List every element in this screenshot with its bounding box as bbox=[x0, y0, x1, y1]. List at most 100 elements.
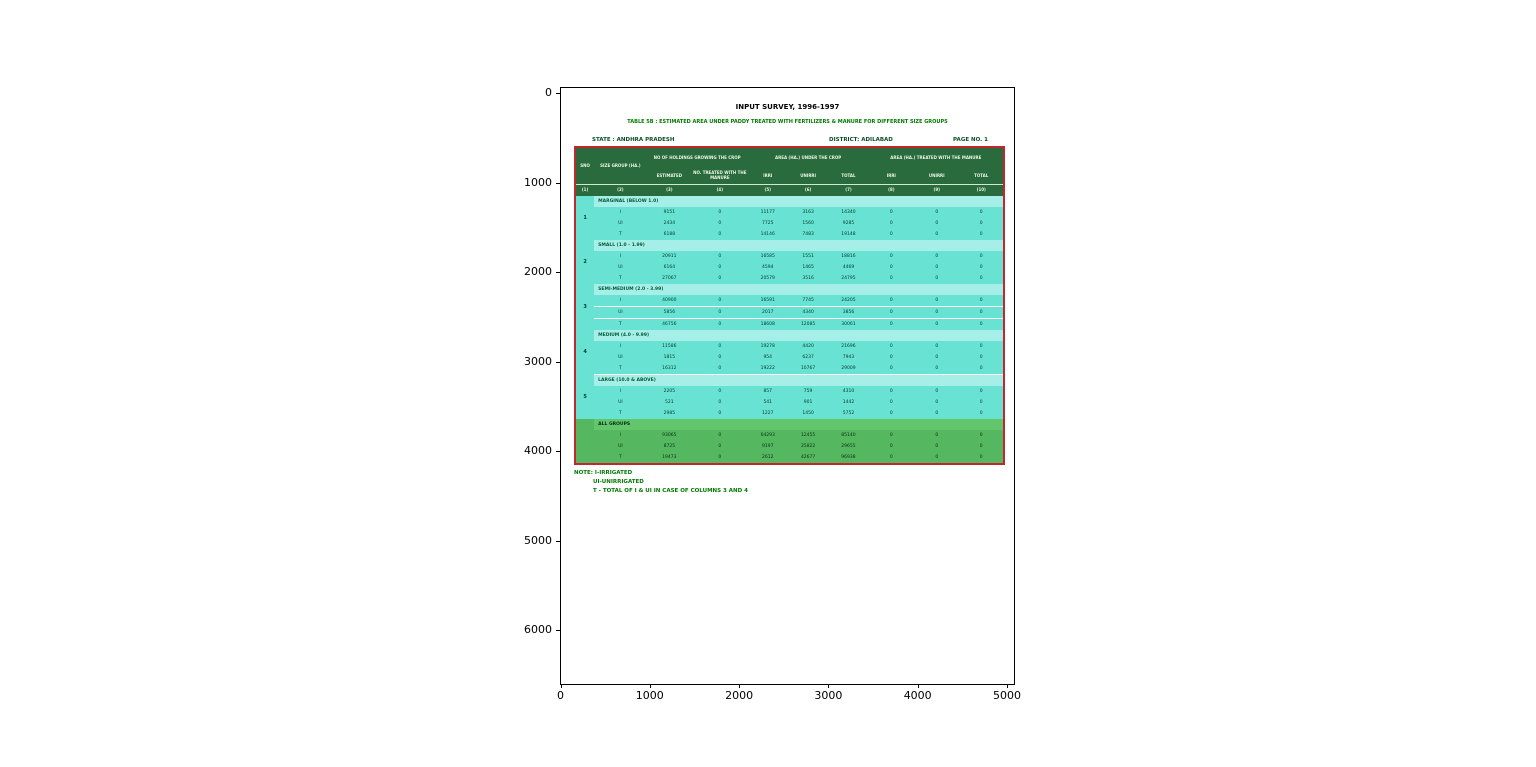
data-cell: 0 bbox=[692, 452, 748, 463]
data-cell: 521 bbox=[646, 397, 693, 408]
data-cell: 4420 bbox=[787, 341, 829, 352]
data-cell: 0 bbox=[914, 229, 960, 240]
data-cell: 16591 bbox=[747, 295, 788, 307]
data-cell: 46756 bbox=[646, 318, 693, 330]
data-cell: 0 bbox=[959, 363, 1003, 375]
data-cell: 3163 bbox=[787, 207, 829, 218]
data-cell: 19278 bbox=[747, 341, 788, 352]
data-cell: 12085 bbox=[787, 318, 829, 330]
row-type-label: T bbox=[594, 408, 647, 419]
x-tick-mark bbox=[560, 684, 562, 688]
y-tick-label: 6000 bbox=[524, 623, 552, 636]
data-cell: 2612 bbox=[747, 452, 788, 463]
data-cell: 0 bbox=[692, 397, 748, 408]
header-cell: AREA (HA.) UNDER THE CROP bbox=[747, 148, 869, 168]
size-group-label: ALL GROUPS bbox=[594, 419, 1003, 430]
table-row: T 46756 0 18608 12085 30061 0 0 0 bbox=[576, 318, 1003, 330]
row-type-label: I bbox=[594, 207, 647, 218]
sno-cell: 5 bbox=[576, 374, 595, 419]
data-cell: 0 bbox=[868, 318, 915, 330]
data-cell: 0 bbox=[959, 218, 1003, 229]
data-cell: 0 bbox=[692, 430, 748, 441]
data-cell: 0 bbox=[692, 251, 748, 262]
data-cell: 0 bbox=[692, 318, 748, 330]
x-tick-mark bbox=[1007, 684, 1008, 688]
y-tick-mark bbox=[556, 182, 560, 184]
data-cell: 0 bbox=[868, 341, 915, 352]
data-cell: 0 bbox=[868, 441, 915, 452]
data-cell: 0 bbox=[868, 306, 915, 319]
header-cell: (5) bbox=[747, 184, 788, 196]
survey-table-header: SNO SIZE GROUP (HA.) NO OF HOLDINGS GROWIN… bbox=[576, 148, 1003, 196]
header-cell: IRRI bbox=[868, 168, 915, 185]
row-type-label: I bbox=[594, 430, 647, 441]
data-cell: 4340 bbox=[787, 306, 829, 319]
data-cell: 7725 bbox=[747, 218, 788, 229]
header-cell: IRRI bbox=[747, 168, 788, 185]
data-cell: 7943 bbox=[828, 352, 869, 363]
data-cell: 0 bbox=[914, 441, 960, 452]
x-tick-label: 5000 bbox=[993, 689, 1021, 702]
row-type-label: UI bbox=[594, 218, 647, 229]
row-type-label: T bbox=[594, 452, 647, 463]
data-cell: 0 bbox=[914, 295, 960, 307]
data-cell: 0 bbox=[959, 295, 1003, 307]
data-cell: 0 bbox=[868, 408, 915, 419]
x-tick-label: 4000 bbox=[903, 689, 932, 702]
data-cell: 759 bbox=[787, 386, 829, 397]
data-cell: 8725 bbox=[646, 441, 693, 452]
data-cell: 0 bbox=[959, 386, 1003, 397]
header-cell: (3) bbox=[646, 184, 693, 196]
header-cell: (7) bbox=[828, 184, 869, 196]
row-type-label: T bbox=[594, 363, 647, 375]
data-cell: 0 bbox=[868, 352, 915, 363]
data-cell: 0 bbox=[959, 229, 1003, 240]
data-cell: 30061 bbox=[828, 318, 869, 330]
data-cell: 0 bbox=[868, 207, 915, 218]
row-type-label: I bbox=[594, 251, 647, 262]
state-label: STATE : ANDHRA PRADESH bbox=[592, 137, 675, 143]
size-group-label: SEMI-MEDIUM (2.0 - 3.99) bbox=[594, 284, 1003, 295]
data-cell: 0 bbox=[914, 218, 960, 229]
data-cell: 27067 bbox=[646, 273, 693, 284]
row-type-label: UI bbox=[594, 397, 647, 408]
table-row: I 11586 0 19278 4420 21696 0 0 0 bbox=[576, 341, 1003, 352]
data-cell: 0 bbox=[914, 452, 960, 463]
table-row: UI 6164 0 4594 1465 4469 0 0 0 bbox=[576, 262, 1003, 273]
table-row: I 2205 0 857 759 4310 0 0 0 bbox=[576, 386, 1003, 397]
data-cell: 0 bbox=[914, 273, 960, 284]
row-type-label: T bbox=[594, 318, 647, 330]
data-cell: 3516 bbox=[787, 273, 829, 284]
data-cell: 0 bbox=[868, 218, 915, 229]
data-cell: 0 bbox=[692, 273, 748, 284]
data-cell: 1551 bbox=[787, 251, 829, 262]
data-cell: 0 bbox=[692, 386, 748, 397]
data-cell: 20579 bbox=[747, 273, 788, 284]
data-cell: 1815 bbox=[646, 352, 693, 363]
data-cell: 0 bbox=[692, 218, 748, 229]
data-cell: 4310 bbox=[828, 386, 869, 397]
plot-area: INPUT SURVEY, 1996-1997 TABLE 5B : ESTIM… bbox=[560, 87, 1015, 685]
data-cell: 9285 bbox=[828, 218, 869, 229]
data-cell: 1450 bbox=[787, 408, 829, 419]
data-cell: 0 bbox=[868, 251, 915, 262]
data-cell: 0 bbox=[959, 262, 1003, 273]
data-cell: 10767 bbox=[787, 363, 829, 375]
data-cell: 29009 bbox=[828, 363, 869, 375]
header-cell: (9) bbox=[914, 184, 960, 196]
data-cell: 14146 bbox=[747, 229, 788, 240]
data-cell: 9151 bbox=[646, 207, 693, 218]
table-row: I 9151 0 11177 3163 14340 0 0 0 bbox=[576, 207, 1003, 218]
data-cell: 0 bbox=[914, 363, 960, 375]
data-cell: 0 bbox=[914, 318, 960, 330]
sno-cell bbox=[576, 419, 595, 463]
x-tick-label: 1000 bbox=[635, 689, 664, 702]
header-cell: UNIRRI bbox=[787, 168, 829, 185]
document-title: INPUT SURVEY, 1996-1997 bbox=[735, 103, 840, 111]
size-group-label: LARGE (10.0 & ABOVE) bbox=[594, 374, 1003, 386]
y-tick-mark bbox=[556, 93, 560, 94]
size-group-label: MARGINAL (BELOW 1.0) bbox=[594, 196, 1003, 207]
table-row: T 27067 0 20579 3516 24795 0 0 0 bbox=[576, 273, 1003, 284]
survey-table: SNO SIZE GROUP (HA.) NO OF HOLDINGS GROWIN… bbox=[576, 148, 1003, 463]
data-cell: 16312 bbox=[646, 363, 693, 375]
